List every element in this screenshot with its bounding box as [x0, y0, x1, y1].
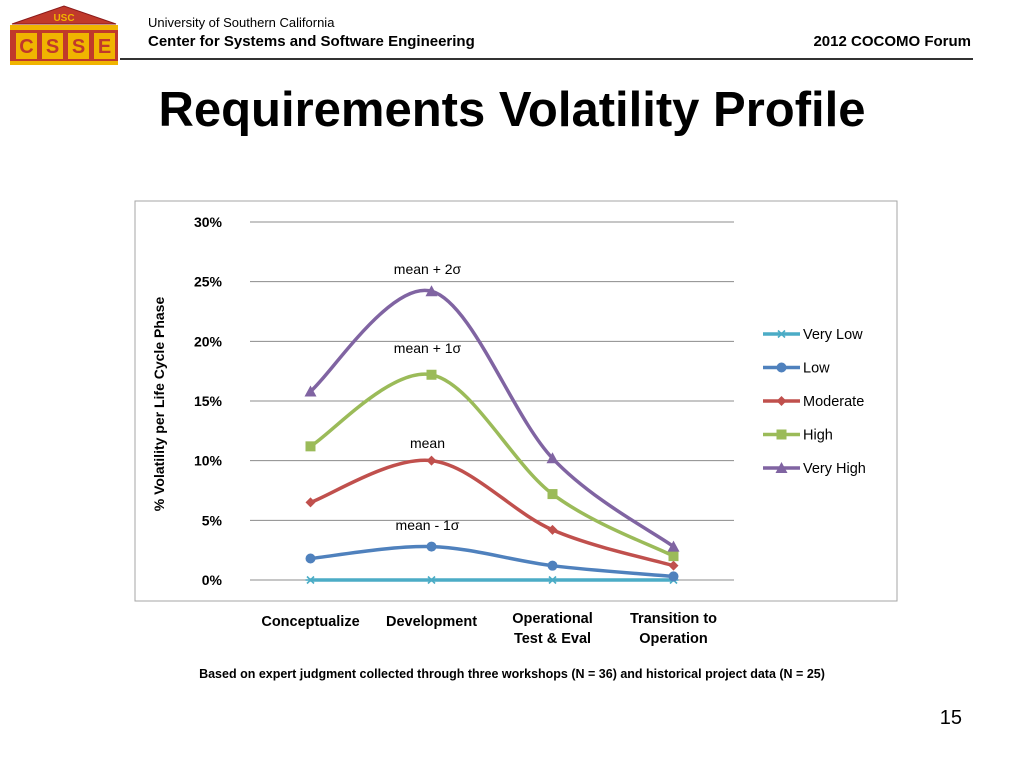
- data-point-low: [426, 541, 437, 552]
- data-point-moderate: [426, 455, 437, 466]
- legend-label: Very High: [803, 461, 866, 477]
- x-category-label: Conceptualize: [261, 614, 359, 630]
- legend-item: Very High: [763, 461, 866, 477]
- y-tick-label: 20%: [194, 333, 223, 349]
- data-point-very-low: [547, 575, 558, 585]
- forum-name: 2012 COCOMO Forum: [813, 33, 971, 50]
- x-category-line: Operational: [512, 611, 593, 627]
- series-low: [305, 541, 679, 582]
- legend-item: Very Low: [763, 327, 863, 343]
- x-category-line: Transition to: [630, 611, 717, 627]
- center-name: Center for Systems and Software Engineer…: [148, 33, 475, 50]
- legend-marker: [776, 362, 787, 373]
- x-category-line: Operation: [639, 631, 707, 647]
- x-category-line: Test & Eval: [514, 631, 591, 647]
- y-tick-label: 15%: [194, 393, 223, 409]
- legend-marker: [776, 329, 787, 339]
- data-point-moderate: [668, 560, 679, 571]
- data-point-high: [305, 441, 316, 452]
- logo-letter: E: [98, 36, 111, 58]
- legend-label: Moderate: [803, 394, 864, 410]
- logo-letter: S: [72, 36, 85, 58]
- series-line-high: [308, 372, 676, 558]
- y-tick-label: 25%: [194, 274, 223, 290]
- x-category-label: Operational Test & Eval: [512, 611, 593, 647]
- series-very-high: [304, 285, 680, 552]
- x-category-label: Development: [386, 614, 477, 630]
- x-category-label: Transition to Operation: [630, 611, 717, 647]
- series-line-moderate: [308, 458, 676, 568]
- legend-marker: [776, 429, 787, 440]
- data-point-very-high: [304, 385, 317, 397]
- y-axis-label: % Volatility per Life Cycle Phase: [151, 297, 167, 512]
- data-point-very-high: [425, 285, 438, 297]
- legend-label: High: [803, 428, 833, 444]
- university-name: University of Southern California: [148, 15, 335, 30]
- legend-label: Very Low: [803, 327, 863, 343]
- x-category-line: Conceptualize: [261, 614, 359, 630]
- logo-letter-tile: [94, 33, 115, 59]
- legend-marker: [776, 396, 787, 406]
- logo-letter-tile: [16, 33, 37, 59]
- annotation-label: mean: [410, 435, 445, 451]
- series-line-low: [308, 544, 676, 579]
- header-divider: [120, 58, 973, 60]
- data-point-high: [668, 551, 679, 562]
- y-tick-label: 10%: [194, 453, 223, 469]
- data-point-very-high: [546, 452, 559, 464]
- series-moderate: [305, 455, 679, 571]
- data-point-very-low: [426, 575, 437, 585]
- y-tick-label: 0%: [202, 572, 223, 588]
- logo-letter-tile: [42, 33, 63, 59]
- data-point-low: [668, 571, 679, 582]
- annotation-label: mean + 2σ: [394, 261, 462, 277]
- legend-item: Low: [763, 361, 830, 377]
- data-point-moderate: [547, 524, 558, 535]
- series-line-very-high: [308, 288, 676, 549]
- legend-label: Low: [803, 361, 830, 377]
- data-point-moderate: [305, 497, 316, 508]
- data-point-high: [547, 489, 558, 500]
- legend-marker: [775, 462, 788, 473]
- y-tick-label: 30%: [194, 214, 223, 230]
- logo-top-text: USC: [53, 13, 74, 24]
- legend-item: High: [763, 428, 833, 444]
- footnote: Based on expert judgment collected throu…: [199, 667, 825, 681]
- logo-letter-tile: [68, 33, 89, 59]
- data-point-low: [305, 553, 316, 564]
- slide-title: Requirements Volatility Profile: [158, 83, 866, 137]
- annotation-label: mean + 1σ: [394, 340, 462, 356]
- x-category-line: Development: [386, 614, 477, 630]
- data-point-low: [547, 560, 558, 571]
- y-tick-label: 5%: [202, 512, 223, 528]
- logo-letter: C: [19, 36, 33, 58]
- data-point-very-low: [305, 575, 316, 585]
- data-point-very-high: [667, 540, 680, 552]
- series-high: [305, 369, 679, 562]
- annotation-label: mean - 1σ: [396, 517, 460, 533]
- data-point-high: [426, 369, 437, 380]
- page-number: 15: [939, 707, 962, 729]
- legend-item: Moderate: [763, 394, 864, 410]
- logo-letter: S: [46, 36, 59, 58]
